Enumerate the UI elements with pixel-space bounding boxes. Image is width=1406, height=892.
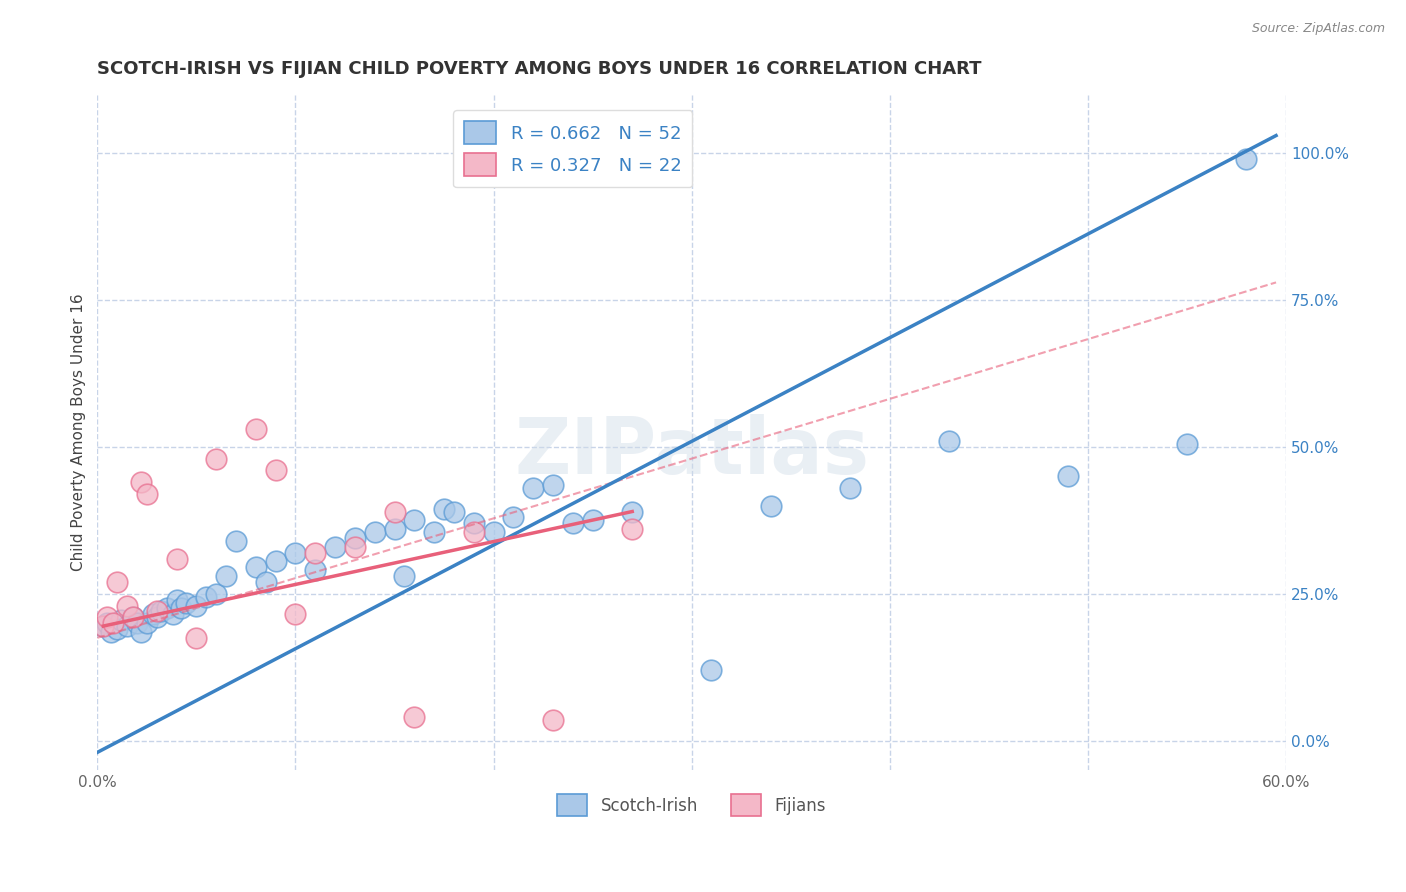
Y-axis label: Child Poverty Among Boys Under 16: Child Poverty Among Boys Under 16 [72,293,86,571]
Point [156,601,179,615]
Point [264,463,287,477]
Point [105,574,128,589]
Point [1175,437,1198,451]
Point [343,531,366,545]
Point [186,631,208,645]
Point [463,525,485,540]
Point [100,624,122,639]
Point [91,619,114,633]
Point [125,616,148,631]
Point [304,546,326,560]
Point [110,613,132,627]
Point [384,504,406,518]
Point [105,622,128,636]
Point [103,616,125,631]
Point [176,596,198,610]
Point [96,610,118,624]
Point [482,525,505,540]
Point [146,604,169,618]
Point [541,713,564,727]
Point [195,590,218,604]
Text: Source: ZipAtlas.com: Source: ZipAtlas.com [1251,22,1385,36]
Point [205,587,228,601]
Point [146,610,169,624]
Point [541,478,564,492]
Point [1057,469,1080,483]
Point [561,516,583,531]
Point [205,451,228,466]
Point [162,607,184,622]
Point [621,504,644,518]
Point [463,516,485,531]
Point [394,569,416,583]
Point [839,481,862,495]
Point [129,475,152,490]
Point [135,616,157,631]
Point [1234,152,1257,166]
Point [343,540,366,554]
Point [304,563,326,577]
Point [135,487,157,501]
Point [149,604,172,618]
Point [166,551,188,566]
Point [254,574,277,589]
Point [245,560,267,574]
Point [502,510,524,524]
Point [115,619,138,633]
Point [96,616,118,631]
Point [142,607,165,622]
Point [169,601,191,615]
Point [404,513,426,527]
Point [323,540,346,554]
Point [215,569,238,583]
Text: ZIPatlas: ZIPatlas [515,415,869,491]
Point [91,619,114,633]
Point [384,522,406,536]
Point [225,533,247,548]
Point [284,546,307,560]
Point [166,592,188,607]
Point [186,599,208,613]
Point [122,610,145,624]
Point [522,481,544,495]
Point [433,501,456,516]
Point [264,554,287,568]
Point [759,499,782,513]
Point [363,525,385,540]
Point [404,710,426,724]
Text: SCOTCH-IRISH VS FIJIAN CHILD POVERTY AMONG BOYS UNDER 16 CORRELATION CHART: SCOTCH-IRISH VS FIJIAN CHILD POVERTY AMO… [97,60,981,78]
Point [245,422,267,436]
Point [621,522,644,536]
Point [443,504,465,518]
Legend: Scotch-Irish, Fijians: Scotch-Irish, Fijians [551,788,832,822]
Point [581,513,603,527]
Point [423,525,446,540]
Point [129,624,152,639]
Point [938,434,960,448]
Point [700,663,723,677]
Point [115,599,138,613]
Point [122,610,145,624]
Point [284,607,307,622]
